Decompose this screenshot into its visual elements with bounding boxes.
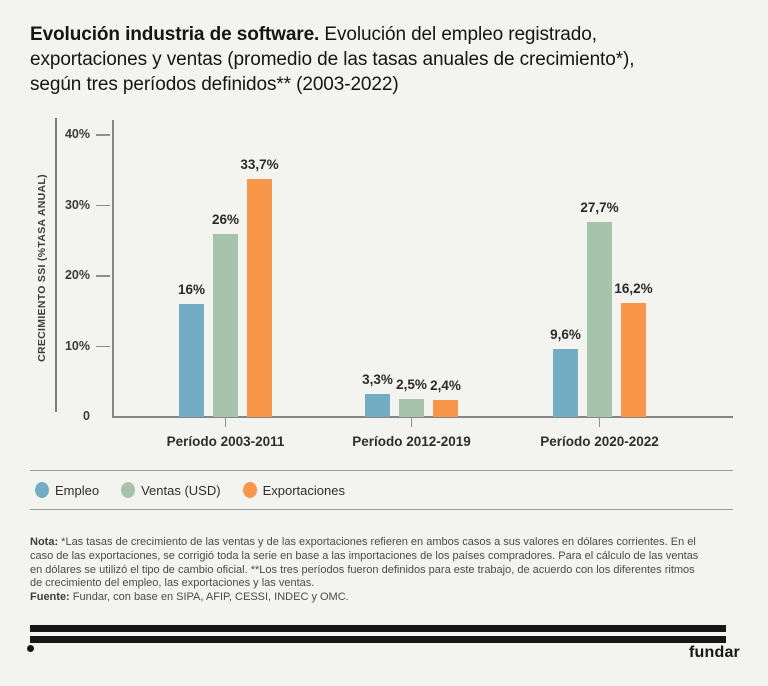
bar-value-label: 26% (211, 211, 240, 227)
x-tick-mark (410, 417, 413, 427)
legend-item-exportaciones: Exportaciones (242, 482, 345, 498)
footer-dot (27, 645, 34, 652)
footer-rule-bottom (30, 636, 726, 643)
bar-empleo (553, 349, 578, 417)
legend-item-empleo: Empleo (35, 482, 99, 498)
legend: Empleo Ventas (USD) Exportaciones (30, 470, 733, 510)
x-tick-mark (598, 417, 601, 427)
y-tick-mark (96, 134, 110, 136)
bar-ventas-usd (399, 399, 424, 417)
y-tick-label: 30% (64, 197, 90, 212)
bar-value-label: 33,7% (240, 157, 279, 173)
source-label: Fuente: (30, 591, 70, 604)
x-category-label: Período 2003-2011 (166, 434, 285, 449)
page-title: Evolución industria de software. Evoluci… (30, 22, 720, 97)
y-tick-label: 0 (83, 409, 90, 423)
bar-value-label: 2,4% (430, 378, 461, 394)
legend-item-label: Ventas (USD) (141, 482, 221, 498)
bar-value-label: 16% (177, 282, 206, 298)
bar-ventas-usd (587, 221, 612, 417)
fundar-logo: fundar (689, 644, 740, 661)
y-tick-mark (96, 204, 110, 207)
note-label: Nota: (30, 536, 59, 548)
y-tick-mark (96, 275, 110, 277)
x-category-label: Período 2012-2019 (352, 434, 471, 449)
bar-value-label: 3,3% (362, 371, 393, 387)
source-paragraph: Fuente: Fundar, con base en SIPA, AFIP, … (30, 591, 746, 605)
y-tick-label: 20% (64, 268, 90, 282)
bar-exportaciones (433, 400, 458, 417)
legend-swatch-icon (242, 482, 257, 498)
legend-item-label: Empleo (55, 482, 100, 498)
y-axis-line (112, 120, 114, 417)
y-tick-label: 40% (64, 127, 90, 141)
bar-exportaciones (621, 302, 646, 417)
legend-item-label: Exportaciones (262, 482, 345, 498)
page-title-rest: Evolución del empleo registrado, exporta… (30, 24, 635, 95)
y-tick-label: 10% (64, 338, 90, 353)
page-title-bold: Evolución industria de software. (30, 24, 320, 45)
bar-empleo (179, 304, 204, 417)
note-paragraph: Nota: *Las tasas de crecimiento de las v… (30, 536, 746, 591)
source-text: Fundar, con base en SIPA, AFIP, CESSI, I… (69, 591, 349, 604)
bar-empleo (365, 393, 390, 417)
legend-swatch-icon (121, 482, 136, 498)
y-tick-mark (96, 345, 110, 348)
footer-rule-top (30, 625, 726, 632)
bar-exportaciones (247, 179, 272, 417)
bar-value-label: 16,2% (614, 280, 653, 296)
bar-value-label: 9,6% (550, 327, 581, 343)
note-text: *Las tasas de crecimiento de las ventas … (30, 536, 699, 590)
bar-value-label: 2,5% (396, 377, 427, 393)
footnote-block: Nota: *Las tasas de crecimiento de las v… (30, 536, 746, 605)
bar-ventas-usd (213, 233, 238, 417)
x-tick-mark (224, 417, 227, 427)
legend-item-ventas-usd: Ventas (USD) (121, 482, 221, 498)
left-rule-line (55, 118, 57, 412)
legend-swatch-icon (35, 482, 49, 498)
x-category-label: Período 2020-2022 (540, 434, 659, 449)
bar-value-label: 27,7% (580, 199, 619, 215)
